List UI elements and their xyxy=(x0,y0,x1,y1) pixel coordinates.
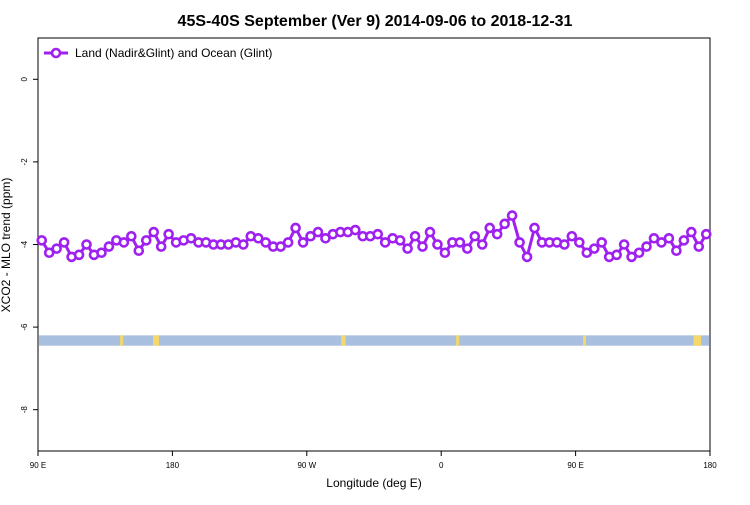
data-point xyxy=(81,239,92,250)
data-point xyxy=(133,245,145,256)
data-point xyxy=(320,233,331,244)
x-axis-label: Longitude (deg E) xyxy=(326,476,421,490)
data-point xyxy=(484,222,496,234)
data-point xyxy=(656,237,667,248)
x-tick-label: 90 W xyxy=(297,461,316,470)
map-strip-land-1 xyxy=(152,335,159,346)
y-tick-label: -6 xyxy=(20,323,29,331)
legend-label: Land (Nadir&Glint) and Ocean (Glint) xyxy=(75,46,272,60)
data-point xyxy=(238,239,249,250)
data-point xyxy=(148,226,160,238)
y-axis-label: XCO2 - MLO trend (ppm) xyxy=(0,178,13,313)
data-point xyxy=(641,241,652,252)
data-point xyxy=(305,230,316,242)
x-axis: 90 E 180 90 W 0 90 E 180 xyxy=(30,451,717,470)
data-point xyxy=(491,228,503,240)
data-point xyxy=(402,243,413,254)
data-point xyxy=(312,226,324,238)
series-layer xyxy=(36,210,712,263)
data-point xyxy=(282,237,294,248)
data-point xyxy=(155,241,167,252)
data-point xyxy=(469,230,481,242)
data-point xyxy=(43,247,55,259)
data-point xyxy=(626,251,637,263)
data-point xyxy=(350,224,361,236)
y-tick-label: -2 xyxy=(20,158,29,166)
data-point xyxy=(252,233,264,244)
y-tick-label: -4 xyxy=(20,240,29,248)
data-point xyxy=(58,237,70,248)
data-point xyxy=(506,210,518,221)
data-point xyxy=(409,230,421,242)
data-point xyxy=(185,233,197,244)
x-tick-label: 90 E xyxy=(30,461,46,470)
plot-frame xyxy=(37,37,711,452)
data-point xyxy=(424,226,436,238)
data-point xyxy=(297,237,309,248)
map-strip xyxy=(39,335,709,346)
data-point xyxy=(521,251,533,263)
x-tick-label: 180 xyxy=(703,461,717,470)
legend-marker xyxy=(50,47,62,59)
data-point xyxy=(432,239,443,250)
y-axis: 0 -2 -4 -6 -8 xyxy=(20,77,38,414)
legend: Land (Nadir&Glint) and Ocean (Glint) xyxy=(44,46,272,60)
data-point xyxy=(73,249,85,261)
data-point xyxy=(559,239,570,250)
data-point xyxy=(566,230,578,242)
data-point xyxy=(394,235,406,246)
map-strip-land-0 xyxy=(120,335,124,346)
data-point xyxy=(678,235,690,246)
data-point xyxy=(260,237,272,248)
data-point xyxy=(581,247,593,259)
data-point xyxy=(140,235,152,246)
data-point xyxy=(611,249,622,261)
map-strip-land-3 xyxy=(456,335,460,346)
data-point xyxy=(454,237,466,248)
y-tick-label: -8 xyxy=(20,406,29,414)
data-point xyxy=(618,239,630,250)
data-point xyxy=(648,233,660,244)
map-strip-ocean xyxy=(39,335,709,346)
data-point xyxy=(574,237,585,248)
x-tick-label: 0 xyxy=(439,461,444,470)
y-tick-label: 0 xyxy=(20,77,29,82)
data-point xyxy=(588,243,600,254)
data-point xyxy=(36,235,48,246)
data-point xyxy=(633,247,645,259)
data-point xyxy=(439,247,451,259)
data-point xyxy=(499,218,510,230)
chart-title: 45S-40S September (Ver 9) 2014-09-06 to … xyxy=(178,13,573,30)
data-point xyxy=(275,241,286,252)
data-point xyxy=(417,241,428,252)
data-point xyxy=(51,243,62,254)
map-strip-land-2 xyxy=(341,335,346,346)
data-point xyxy=(118,237,130,248)
data-point xyxy=(693,241,705,252)
data-point xyxy=(596,237,608,248)
data-point xyxy=(103,241,115,252)
data-point xyxy=(529,222,540,234)
data-point xyxy=(163,228,174,240)
data-point xyxy=(700,228,712,240)
data-point xyxy=(379,237,391,248)
data-point xyxy=(476,239,488,250)
data-point xyxy=(514,237,525,248)
data-point xyxy=(686,226,697,238)
data-point xyxy=(462,243,473,254)
data-point xyxy=(671,245,682,256)
data-point xyxy=(372,228,384,240)
map-strip-land-4 xyxy=(583,335,587,346)
data-point xyxy=(290,222,301,234)
x-tick-label: 90 E xyxy=(567,461,583,470)
map-strip-land-5 xyxy=(693,335,702,346)
data-point xyxy=(126,230,137,242)
data-point xyxy=(663,233,675,244)
data-point xyxy=(96,247,107,259)
x-tick-label: 180 xyxy=(166,461,180,470)
